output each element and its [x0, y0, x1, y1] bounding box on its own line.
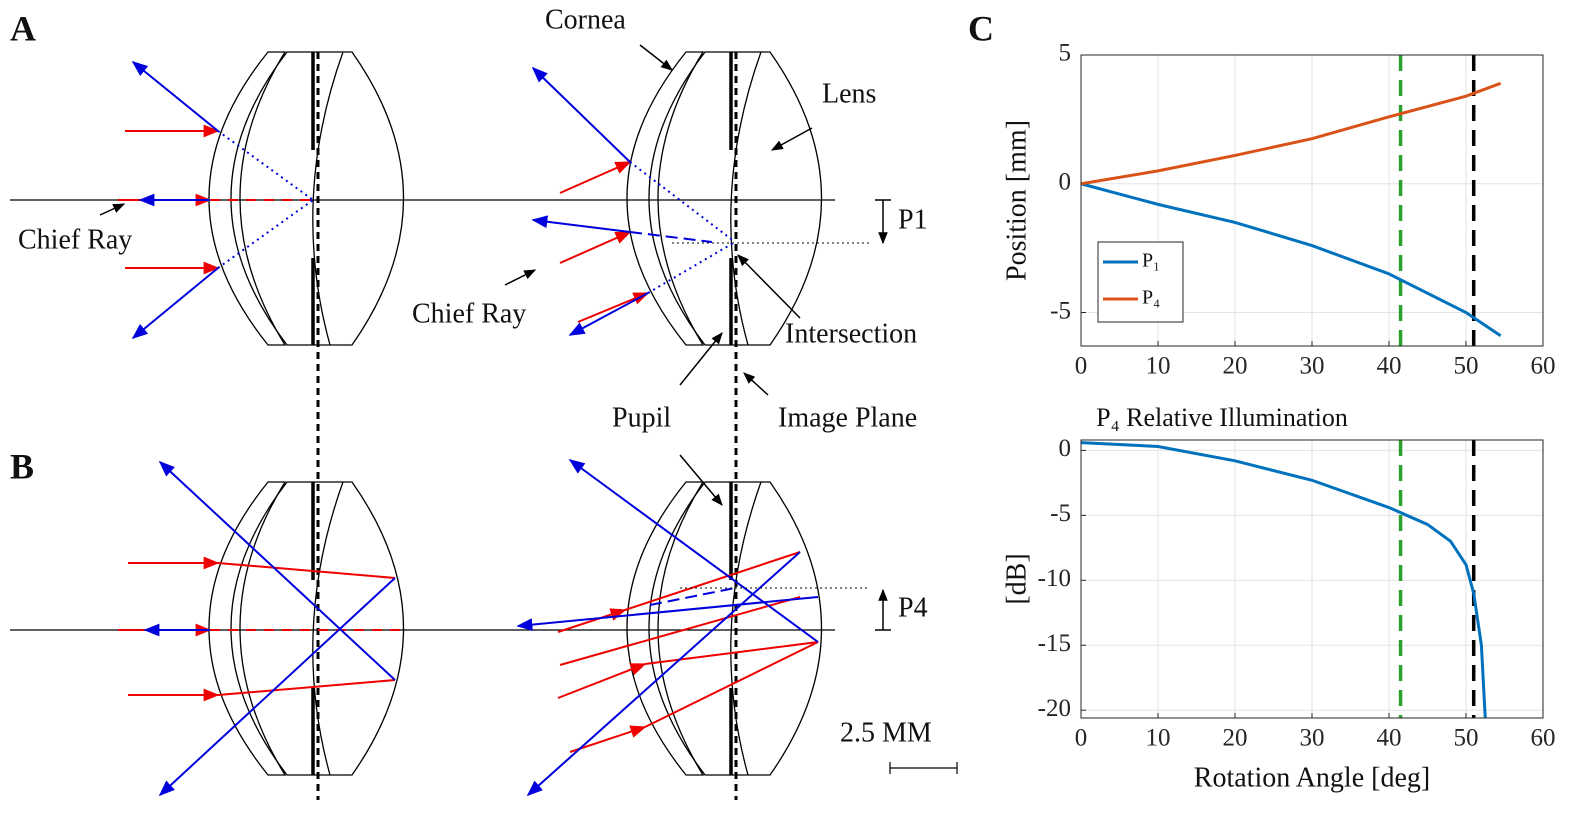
y-tick-label: -15	[1038, 630, 1071, 657]
legend-label: P₄	[1142, 287, 1160, 309]
panel-label: A	[10, 8, 36, 48]
x-tick-label: 0	[1075, 725, 1088, 752]
eye	[207, 50, 406, 347]
y-tick-label: -10	[1038, 565, 1071, 592]
charts: 0 10 20 30 40 50 60 -5 0 5 Position [mm] P₁ P₄ 0 10 20 3…	[1001, 40, 1555, 794]
chart: 0 10 20 30 40 50 60 -5 0 5 Position [mm] P₁ P₄	[1001, 40, 1555, 380]
y-axis-label: [dB]	[1001, 553, 1032, 604]
y-tick-label: 5	[1059, 40, 1072, 67]
x-tick-label: 30	[1300, 353, 1325, 380]
x-tick-label: 50	[1454, 725, 1479, 752]
rays-b	[118, 459, 958, 797]
y-axis-label: Position [mm]	[1001, 120, 1032, 281]
axes-box	[1080, 439, 1544, 719]
annotation: Cornea	[545, 4, 626, 35]
y-tick-label: -5	[1050, 297, 1071, 324]
eye	[625, 480, 824, 777]
y-tick-label: 0	[1059, 168, 1072, 195]
rays-a	[118, 60, 891, 340]
panel-label: B	[10, 446, 34, 486]
x-tick-label: 20	[1223, 353, 1248, 380]
x-tick-label: 50	[1454, 353, 1479, 380]
scale-bar-label: 2.5 MM	[840, 717, 932, 748]
annotation: Lens	[822, 78, 876, 109]
p4-label: P4	[898, 592, 928, 623]
annotation-arrows	[99, 44, 813, 506]
y-tick-label: -5	[1050, 500, 1071, 527]
x-tick-label: 60	[1531, 725, 1556, 752]
data-line	[1081, 81, 1502, 186]
x-axis-label: Rotation Angle [deg]	[1194, 762, 1430, 793]
chart: 0 10 20 30 40 50 60 -20 -15 -10 -5 0 P₄ Relative Ill…	[1001, 403, 1555, 793]
axes-box	[1080, 54, 1544, 347]
legend-box	[1097, 241, 1184, 323]
x-tick-label: 40	[1377, 353, 1402, 380]
optical-axis	[10, 199, 835, 631]
eye	[207, 480, 406, 777]
data-line	[1081, 441, 1487, 718]
legend-label: P₁	[1142, 250, 1160, 272]
annotation: Intersection	[785, 318, 917, 349]
annotation: Pupil	[612, 402, 671, 433]
x-tick-label: 0	[1075, 353, 1088, 380]
annotation: Chief Ray	[412, 298, 526, 329]
y-tick-label: -20	[1038, 695, 1071, 722]
diagram: A B C Cornea Lens Chief Ray Chief Ray In…	[10, 4, 994, 800]
eye	[625, 50, 824, 347]
y-tick-label: 0	[1059, 435, 1072, 462]
panel-label: C	[968, 8, 994, 48]
annotation: Image Plane	[778, 402, 917, 433]
x-tick-label: 40	[1377, 725, 1402, 752]
p1-label: P1	[898, 204, 928, 235]
annotation: Chief Ray	[18, 224, 132, 255]
x-tick-label: 60	[1531, 353, 1556, 380]
x-tick-label: 10	[1146, 353, 1171, 380]
x-tick-label: 30	[1300, 725, 1325, 752]
image-plane	[316, 52, 738, 800]
x-tick-label: 20	[1223, 725, 1248, 752]
data-line	[1081, 182, 1502, 337]
chart-title: P₄ Relative Illumination	[1096, 403, 1348, 432]
x-tick-label: 10	[1146, 725, 1171, 752]
